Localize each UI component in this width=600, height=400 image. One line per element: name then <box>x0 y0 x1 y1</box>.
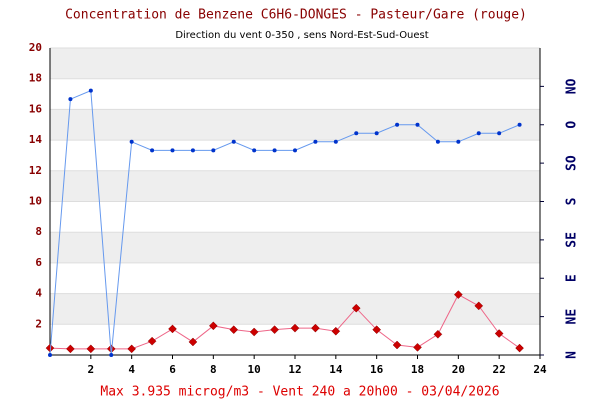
x-tick-label: 2 <box>88 363 95 376</box>
point <box>372 325 382 335</box>
point <box>435 139 440 144</box>
y-tick-label: 12 <box>29 164 42 177</box>
point <box>229 325 239 335</box>
point <box>252 148 257 153</box>
point <box>474 301 484 311</box>
point <box>351 303 361 313</box>
point <box>170 148 175 153</box>
point <box>494 329 504 338</box>
y2-tick-label: E <box>565 274 580 282</box>
chart-footer: Max 3.935 microg/m3 - Vent 240 a 20h00 -… <box>100 385 499 400</box>
grid-band <box>50 293 540 325</box>
point <box>48 353 52 357</box>
x-tick-label: 18 <box>411 363 424 376</box>
point <box>354 131 359 136</box>
y-tick-label: 6 <box>35 256 42 269</box>
series-line <box>49 89 520 356</box>
y-tick-label: 10 <box>29 195 42 208</box>
y-tick-label: 18 <box>29 72 42 85</box>
point <box>415 122 420 127</box>
point <box>293 148 297 153</box>
x-tick-label: 8 <box>210 363 217 376</box>
point <box>86 344 96 354</box>
point <box>231 139 236 144</box>
point <box>497 131 502 136</box>
point <box>515 343 524 353</box>
point <box>66 344 75 354</box>
grid-band <box>50 232 540 263</box>
point <box>333 139 338 144</box>
point <box>190 148 195 153</box>
x-tick-label: 6 <box>169 363 176 376</box>
grid-band <box>50 48 540 79</box>
y2-tick-label: SE <box>565 232 580 248</box>
y-tick-label: 20 <box>29 41 42 54</box>
chart-subtitle: Direction du vent 0-350 , sens Nord-Est-… <box>175 30 428 41</box>
point <box>68 97 73 102</box>
point <box>374 131 379 136</box>
point <box>127 344 137 354</box>
point <box>395 122 400 127</box>
x-tick-label: 20 <box>452 363 465 376</box>
x-tick-label: 12 <box>288 363 301 376</box>
point <box>272 148 277 153</box>
point <box>331 326 341 336</box>
y-tick-label: 2 <box>35 317 42 330</box>
y2-tick-label: SO <box>565 155 580 171</box>
point <box>413 342 422 352</box>
point <box>270 325 279 335</box>
point <box>456 139 461 144</box>
point <box>208 321 218 331</box>
point <box>313 139 318 144</box>
y-tick-label: 14 <box>29 133 43 146</box>
y-tick-label: 8 <box>35 225 42 238</box>
point <box>311 323 320 333</box>
x-tick-label: 4 <box>128 363 135 376</box>
x-tick-label: 16 <box>370 363 384 376</box>
y2-tick-label: O <box>565 121 580 129</box>
point <box>147 336 157 346</box>
y2-tick-label: NO <box>565 78 580 94</box>
y2-tick-label: S <box>565 197 580 205</box>
chart-title: Concentration de Benzene C6H6-DONGES - P… <box>65 8 527 23</box>
point <box>129 139 134 144</box>
point <box>188 337 198 347</box>
point <box>433 329 443 339</box>
x-tick-label: 24 <box>533 363 547 376</box>
point <box>290 323 300 333</box>
point <box>211 148 216 153</box>
point <box>88 88 93 93</box>
point <box>150 148 155 153</box>
x-tick-label: 22 <box>493 363 506 376</box>
x-tick-label: 10 <box>248 363 261 376</box>
point <box>168 324 177 334</box>
grid-band <box>50 170 540 202</box>
y2-tick-label: N <box>565 351 580 359</box>
y-tick-label: 16 <box>29 102 43 115</box>
grid-band <box>50 109 540 141</box>
y-tick-label: 4 <box>35 287 42 300</box>
point <box>392 340 402 350</box>
point <box>476 131 481 136</box>
point <box>453 290 463 299</box>
x-tick-label: 14 <box>329 363 343 376</box>
point <box>249 327 259 337</box>
point <box>109 353 114 357</box>
y2-tick-label: NE <box>565 309 580 325</box>
point <box>517 122 522 127</box>
